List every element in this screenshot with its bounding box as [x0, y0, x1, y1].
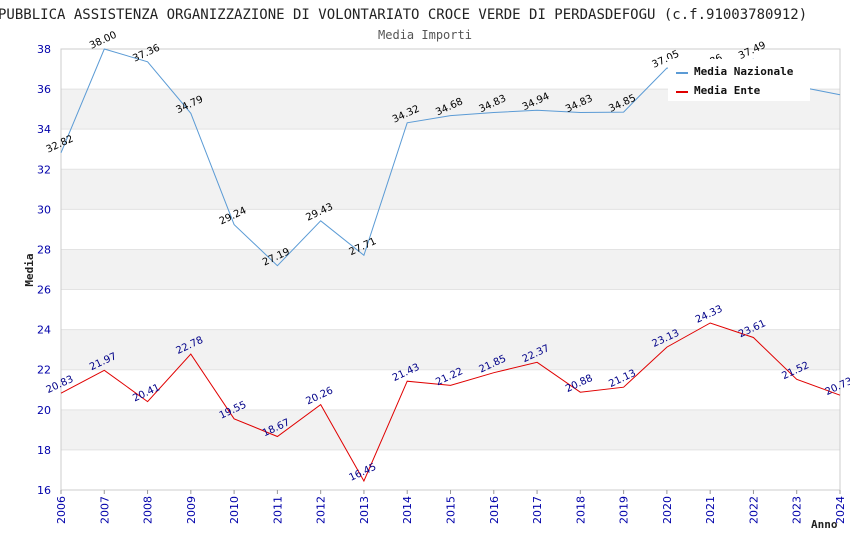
y-tick-label: 30 [37, 203, 51, 216]
data-label: 38.00 [88, 30, 119, 52]
x-tick-label: 2018 [574, 496, 587, 524]
plot-bands [61, 49, 840, 490]
y-tick-label: 20 [37, 404, 51, 417]
chart-subtitle: Media Importi [378, 28, 472, 42]
plot-band [61, 329, 840, 370]
y-tick-label: 26 [37, 284, 51, 297]
x-tick-label: 2008 [142, 496, 155, 524]
plot-band [61, 169, 840, 210]
y-axis-ticks: 16 18 20 22 24 26 28 30 32 34 36 38 [37, 43, 51, 497]
x-tick-label: 2017 [531, 496, 544, 524]
plot-band [61, 129, 840, 170]
plot-band [61, 209, 840, 250]
x-tick-label: 2024 [834, 496, 847, 524]
series-line-media-ente [60, 322, 841, 483]
y-axis-label: Media [23, 253, 36, 286]
x-tick-label: 2021 [704, 496, 717, 524]
y-tick-label: 18 [37, 444, 51, 457]
plot-band [61, 449, 840, 490]
plot-band [61, 249, 840, 290]
x-tick-label: 2019 [618, 496, 631, 524]
x-tick-label: 2012 [315, 496, 328, 524]
y-tick-label: 32 [37, 163, 51, 176]
y-tick-label: 24 [37, 324, 51, 337]
x-tick-label: 2007 [98, 496, 111, 524]
x-tick-label: 2023 [791, 496, 804, 524]
legend-label-media-ente: Media Ente [694, 84, 761, 97]
legend-label-media-nazionale: Media Nazionale [694, 65, 794, 78]
plot-band [61, 409, 840, 450]
x-tick-label: 2015 [445, 496, 458, 524]
x-tick-label: 2011 [271, 496, 284, 524]
chart-title: PUBBLICA ASSISTENZA ORGANIZZAZIONE DI VO… [0, 7, 807, 23]
x-tick-label: 2020 [661, 496, 674, 524]
x-tick-label: 2010 [228, 496, 241, 524]
x-axis-ticks: 2006 2007 2008 2009 2010 2011 2012 2013 2014 2015… [55, 490, 847, 524]
plot-band [61, 369, 840, 410]
y-tick-label: 36 [37, 83, 51, 96]
x-tick-label: 2009 [185, 496, 198, 524]
y-tick-label: 22 [37, 364, 51, 377]
x-tick-label: 2014 [401, 496, 414, 524]
x-tick-label: 2022 [747, 496, 760, 524]
y-tick-label: 34 [37, 123, 51, 136]
x-tick-label: 2013 [358, 496, 371, 524]
x-tick-label: 2006 [55, 496, 68, 524]
legend: Media Nazionale Media Ente [668, 59, 810, 101]
y-tick-label: 38 [37, 43, 51, 56]
y-tick-label: 28 [37, 243, 51, 256]
legend-box [668, 59, 810, 101]
y-tick-label: 16 [37, 484, 51, 497]
x-axis-label: Anno [811, 518, 838, 531]
x-tick-label: 2016 [488, 496, 501, 524]
plot-band [61, 289, 840, 330]
